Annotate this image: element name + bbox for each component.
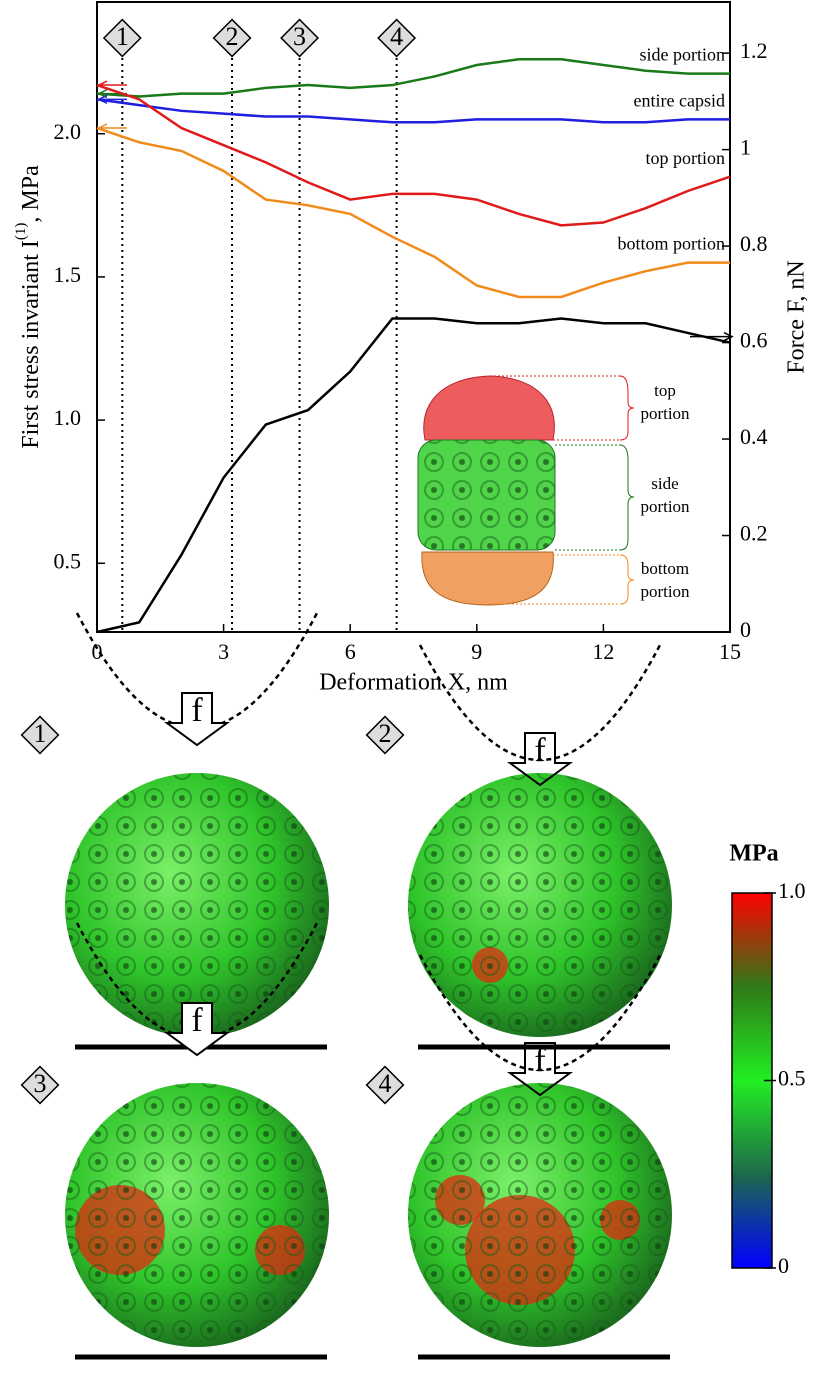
inset-label: side	[651, 474, 678, 493]
colorbar-title: MPa	[729, 841, 778, 867]
panel-label: 1	[34, 719, 47, 748]
panel-diamond	[20, 715, 60, 755]
series-line	[96, 58, 730, 98]
series-label: side portion	[640, 45, 726, 65]
y-tick-label: 0.5	[54, 548, 82, 573]
y-axis-label: First stress invariant I(1), MPa	[13, 165, 43, 449]
panel-label: 2	[379, 719, 392, 748]
indenter	[418, 954, 662, 1071]
y2-tick-label: 1	[740, 135, 751, 160]
capsid-texture	[65, 773, 329, 1037]
x-tick-label: 6	[345, 639, 356, 664]
x-tick-label: 0	[92, 639, 103, 664]
x-tick-label: 12	[592, 639, 614, 664]
series-label: top portion	[646, 148, 726, 168]
series-label: bottom portion	[618, 234, 726, 254]
inset-label: top	[654, 381, 676, 400]
marker-diamond	[102, 18, 142, 58]
panel-diamond	[365, 1065, 405, 1105]
panel-diamond	[365, 715, 405, 755]
axis-arrow	[97, 94, 127, 105]
axis-arrow	[97, 123, 127, 133]
x-tick-label: 3	[218, 639, 229, 664]
y2-tick-label: 0.2	[740, 521, 768, 546]
series-label: entire capsid	[634, 91, 725, 111]
y2-tick-label: 0.8	[740, 231, 768, 256]
y-axis-label-main: First stress invariant I	[18, 240, 44, 449]
force-arrow	[163, 1002, 231, 1057]
inset-label: portion	[640, 497, 690, 516]
force-label: f	[534, 1042, 546, 1079]
capsid-texture	[408, 773, 672, 1037]
capsid-texture	[65, 1083, 329, 1347]
force-arrow	[163, 692, 231, 747]
capsid-texture	[408, 1083, 672, 1347]
plot-frame	[96, 1, 731, 633]
x-tick-label: 15	[719, 639, 741, 664]
marker-diamond	[377, 18, 417, 58]
y-axis-label-suffix: , MPa	[18, 165, 44, 223]
panel-label: 3	[34, 1069, 47, 1098]
marker-label: 3	[293, 22, 306, 51]
y-tick-label: 1.0	[54, 405, 82, 430]
marker-label: 4	[390, 22, 403, 51]
series-line	[96, 317, 731, 634]
indenter	[418, 644, 662, 761]
colorbar-tick-label: 1.0	[778, 878, 806, 903]
panel-diamond	[20, 1065, 60, 1105]
axis-arrow	[690, 331, 734, 342]
inset-label: bottom	[641, 559, 689, 578]
series-line	[96, 98, 730, 124]
inset-capsid	[417, 375, 635, 606]
force-label: f	[191, 1002, 203, 1039]
y2-axis-label: Force F, nN	[784, 260, 810, 373]
x-axis-label: Deformation X, nm	[319, 670, 508, 696]
colorbar-tick-label: 0	[778, 1253, 789, 1278]
y-axis-label-sup: (1)	[13, 223, 29, 241]
force-label: f	[534, 732, 546, 769]
x-tick-label: 9	[471, 639, 482, 664]
y2-tick-label: 1.2	[740, 38, 768, 63]
force-label: f	[191, 692, 203, 729]
series-line	[96, 126, 730, 299]
y2-tick-label: 0	[740, 617, 751, 642]
marker-label: 1	[116, 22, 129, 51]
colorbar-tick-label: 0.5	[778, 1066, 806, 1091]
marker-diamond	[280, 18, 320, 58]
marker-label: 2	[226, 22, 239, 51]
y-tick-label: 2.0	[54, 119, 82, 144]
y2-tick-label: 0.6	[740, 328, 768, 353]
series-line	[96, 83, 731, 227]
inset-label: portion	[640, 404, 690, 423]
y2-tick-label: 0.4	[740, 424, 768, 449]
panel-label: 4	[379, 1069, 392, 1098]
y-tick-label: 1.5	[54, 262, 82, 287]
inset-label: portion	[640, 582, 690, 601]
axis-arrow	[97, 80, 127, 90]
force-arrow	[506, 1042, 574, 1097]
force-arrow	[506, 732, 574, 787]
marker-diamond	[212, 18, 252, 58]
